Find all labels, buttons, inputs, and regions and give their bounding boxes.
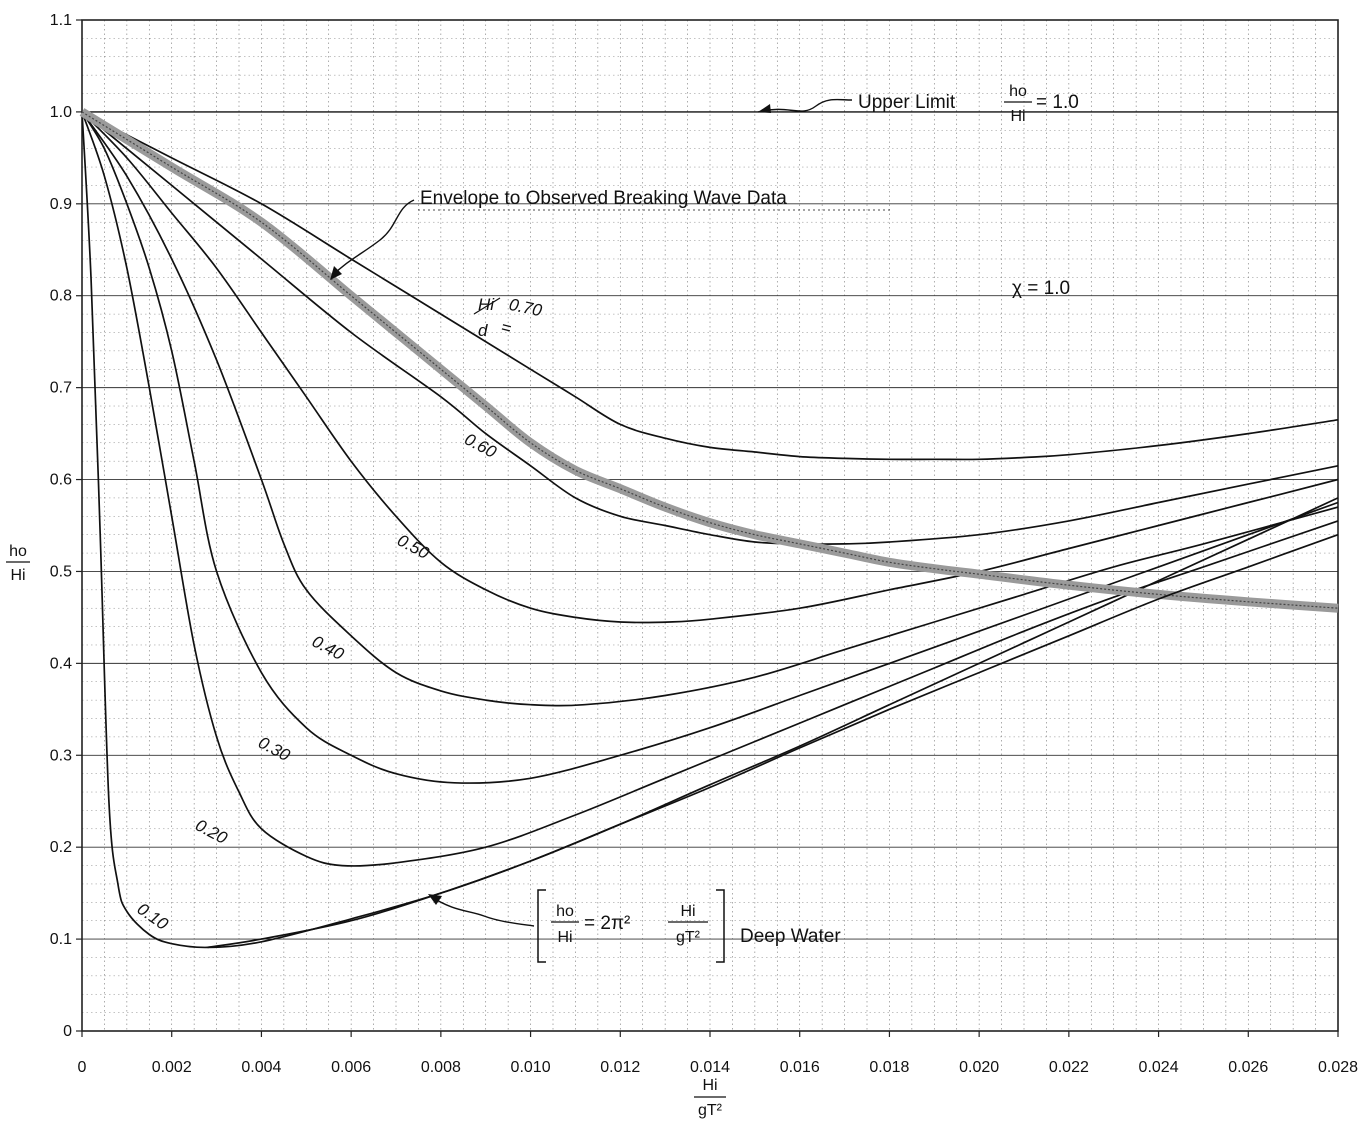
chi-label: χ = 1.0	[1012, 278, 1070, 299]
deep-water-annotation: ho Hi = 2π² Hi gT² Deep Water	[428, 889, 841, 963]
curve-label-020: 0.20	[192, 816, 231, 849]
y-tick-label: 0.9	[50, 196, 72, 213]
x-tick-label: 0.020	[959, 1059, 999, 1076]
x-label-numerator: Hi	[702, 1077, 717, 1094]
y-tick-label: 0.4	[50, 655, 72, 672]
hi-d-numerator: Hi	[478, 295, 495, 314]
curve-hi-d-050	[81, 111, 1339, 624]
y-label-denominator: Hi	[10, 567, 25, 584]
x-tick-label: 0.016	[780, 1059, 820, 1076]
curves	[79, 108, 1339, 949]
x-tick-label: 0.008	[421, 1059, 461, 1076]
x-tick-label: 0.002	[152, 1059, 192, 1076]
deep-water-num2: Hi	[680, 903, 695, 920]
x-tick-label: 0.018	[869, 1059, 909, 1076]
svg-text:=: =	[499, 317, 513, 338]
curve-label-010: 0.10	[134, 899, 172, 934]
x-tick-label: 0.024	[1139, 1059, 1179, 1076]
curve-label-040: 0.40	[309, 632, 348, 665]
hi-d-denominator: d	[478, 321, 488, 340]
upper-limit-numerator: ho	[1009, 83, 1027, 100]
y-axis-label: ho Hi	[6, 543, 30, 584]
x-tick-label: 0.022	[1049, 1059, 1089, 1076]
curve-hi-d-060	[81, 111, 1339, 545]
curve-hi-d-020	[81, 111, 1339, 867]
y-tick-label: 0.5	[50, 563, 72, 580]
axes: 0 0.002 0.004 0.006 0.008 0.010 0.012 0.014 0.01…	[50, 12, 1358, 1076]
curve-hi-d-030	[81, 111, 1339, 784]
x-tick-label: 0	[78, 1059, 87, 1076]
y-tick-label: 0.8	[50, 288, 72, 305]
upper-limit-denominator: Hi	[1010, 108, 1025, 125]
curve-hi-d-040	[81, 111, 1339, 707]
x-tick-label: 0.026	[1228, 1059, 1268, 1076]
hi-d-label: Hi d =	[473, 295, 513, 340]
x-axis-label: Hi gT²	[694, 1077, 726, 1119]
x-tick-label: 0.028	[1318, 1059, 1358, 1076]
y-tick-label: 1.0	[50, 104, 72, 121]
upper-limit-annotation: Upper Limit ho Hi = 1.0	[757, 83, 1079, 125]
y-tick-label: 0	[63, 1023, 72, 1040]
y-tick-label: 0.2	[50, 839, 72, 856]
envelope-line	[81, 111, 1339, 609]
deep-water-text: Deep Water	[740, 926, 841, 947]
x-label-denominator: gT²	[698, 1102, 723, 1119]
deep-water-line	[207, 533, 1339, 949]
y-tick-label: 0.1	[50, 931, 72, 948]
y-tick-label: 0.7	[50, 380, 72, 397]
curve-label-050: 0.50	[394, 531, 433, 564]
x-tick-label: 0.006	[331, 1059, 371, 1076]
deep-water-denominator: Hi	[557, 929, 572, 946]
upper-limit-eq: = 1.0	[1036, 92, 1079, 113]
curve-labels: 0.10 0.20 0.30 0.40 0.50 0.60 0.70	[134, 295, 545, 934]
x-tick-label: 0.004	[241, 1059, 281, 1076]
y-tick-label: 1.1	[50, 12, 72, 29]
x-tick-label: 0.012	[600, 1059, 640, 1076]
x-tick-label: 0.010	[511, 1059, 551, 1076]
curve-label-070: 0.70	[507, 295, 544, 321]
deep-water-eq: = 2π²	[584, 913, 630, 934]
envelope-annotation: Envelope to Observed Breaking Wave Data	[330, 188, 890, 280]
deep-water-den2: gT²	[676, 929, 701, 946]
deep-water-numerator: ho	[556, 903, 574, 920]
curve-hi-d-010	[81, 111, 1339, 949]
x-tick-label: 0.014	[690, 1059, 730, 1076]
curve-label-030: 0.30	[255, 733, 294, 766]
y-label-numerator: ho	[9, 543, 27, 560]
curve-hi-d-070	[81, 111, 1339, 461]
upper-limit-text: Upper Limit	[858, 92, 956, 113]
y-tick-label: 0.6	[50, 472, 72, 489]
y-tick-label: 0.3	[50, 747, 72, 764]
curve-label-060: 0.60	[461, 430, 500, 463]
envelope-text: Envelope to Observed Breaking Wave Data	[420, 188, 787, 209]
